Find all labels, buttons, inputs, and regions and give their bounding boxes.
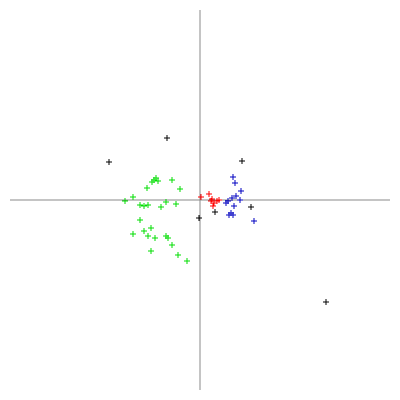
point bbox=[148, 248, 154, 254]
point bbox=[155, 178, 161, 184]
point bbox=[163, 199, 169, 205]
point bbox=[210, 203, 216, 209]
point bbox=[184, 258, 190, 264]
point bbox=[144, 185, 150, 191]
point bbox=[169, 242, 175, 248]
point bbox=[151, 177, 157, 183]
point bbox=[208, 198, 214, 204]
point bbox=[164, 135, 170, 141]
point bbox=[141, 203, 147, 209]
point bbox=[230, 174, 236, 180]
point bbox=[196, 215, 202, 221]
point bbox=[216, 197, 222, 203]
point bbox=[130, 194, 136, 200]
point bbox=[238, 188, 244, 194]
point bbox=[233, 193, 239, 199]
point bbox=[248, 204, 254, 210]
point bbox=[229, 195, 235, 201]
point bbox=[231, 203, 237, 209]
point bbox=[169, 177, 175, 183]
point bbox=[237, 197, 243, 203]
point bbox=[173, 201, 179, 207]
point bbox=[230, 212, 236, 218]
point bbox=[177, 186, 183, 192]
point bbox=[137, 217, 143, 223]
point bbox=[223, 200, 229, 206]
point bbox=[165, 235, 171, 241]
point bbox=[251, 218, 257, 224]
point bbox=[152, 235, 158, 241]
point bbox=[145, 233, 151, 239]
point bbox=[239, 158, 245, 164]
point bbox=[130, 231, 136, 237]
point bbox=[232, 180, 238, 186]
point bbox=[148, 225, 154, 231]
point bbox=[106, 159, 112, 165]
point bbox=[145, 202, 151, 208]
point bbox=[175, 252, 181, 258]
point bbox=[206, 191, 212, 197]
point bbox=[212, 209, 218, 215]
point bbox=[141, 228, 147, 234]
point bbox=[122, 198, 128, 204]
point bbox=[198, 194, 204, 200]
point bbox=[137, 202, 143, 208]
point bbox=[158, 204, 164, 210]
point bbox=[323, 299, 329, 305]
